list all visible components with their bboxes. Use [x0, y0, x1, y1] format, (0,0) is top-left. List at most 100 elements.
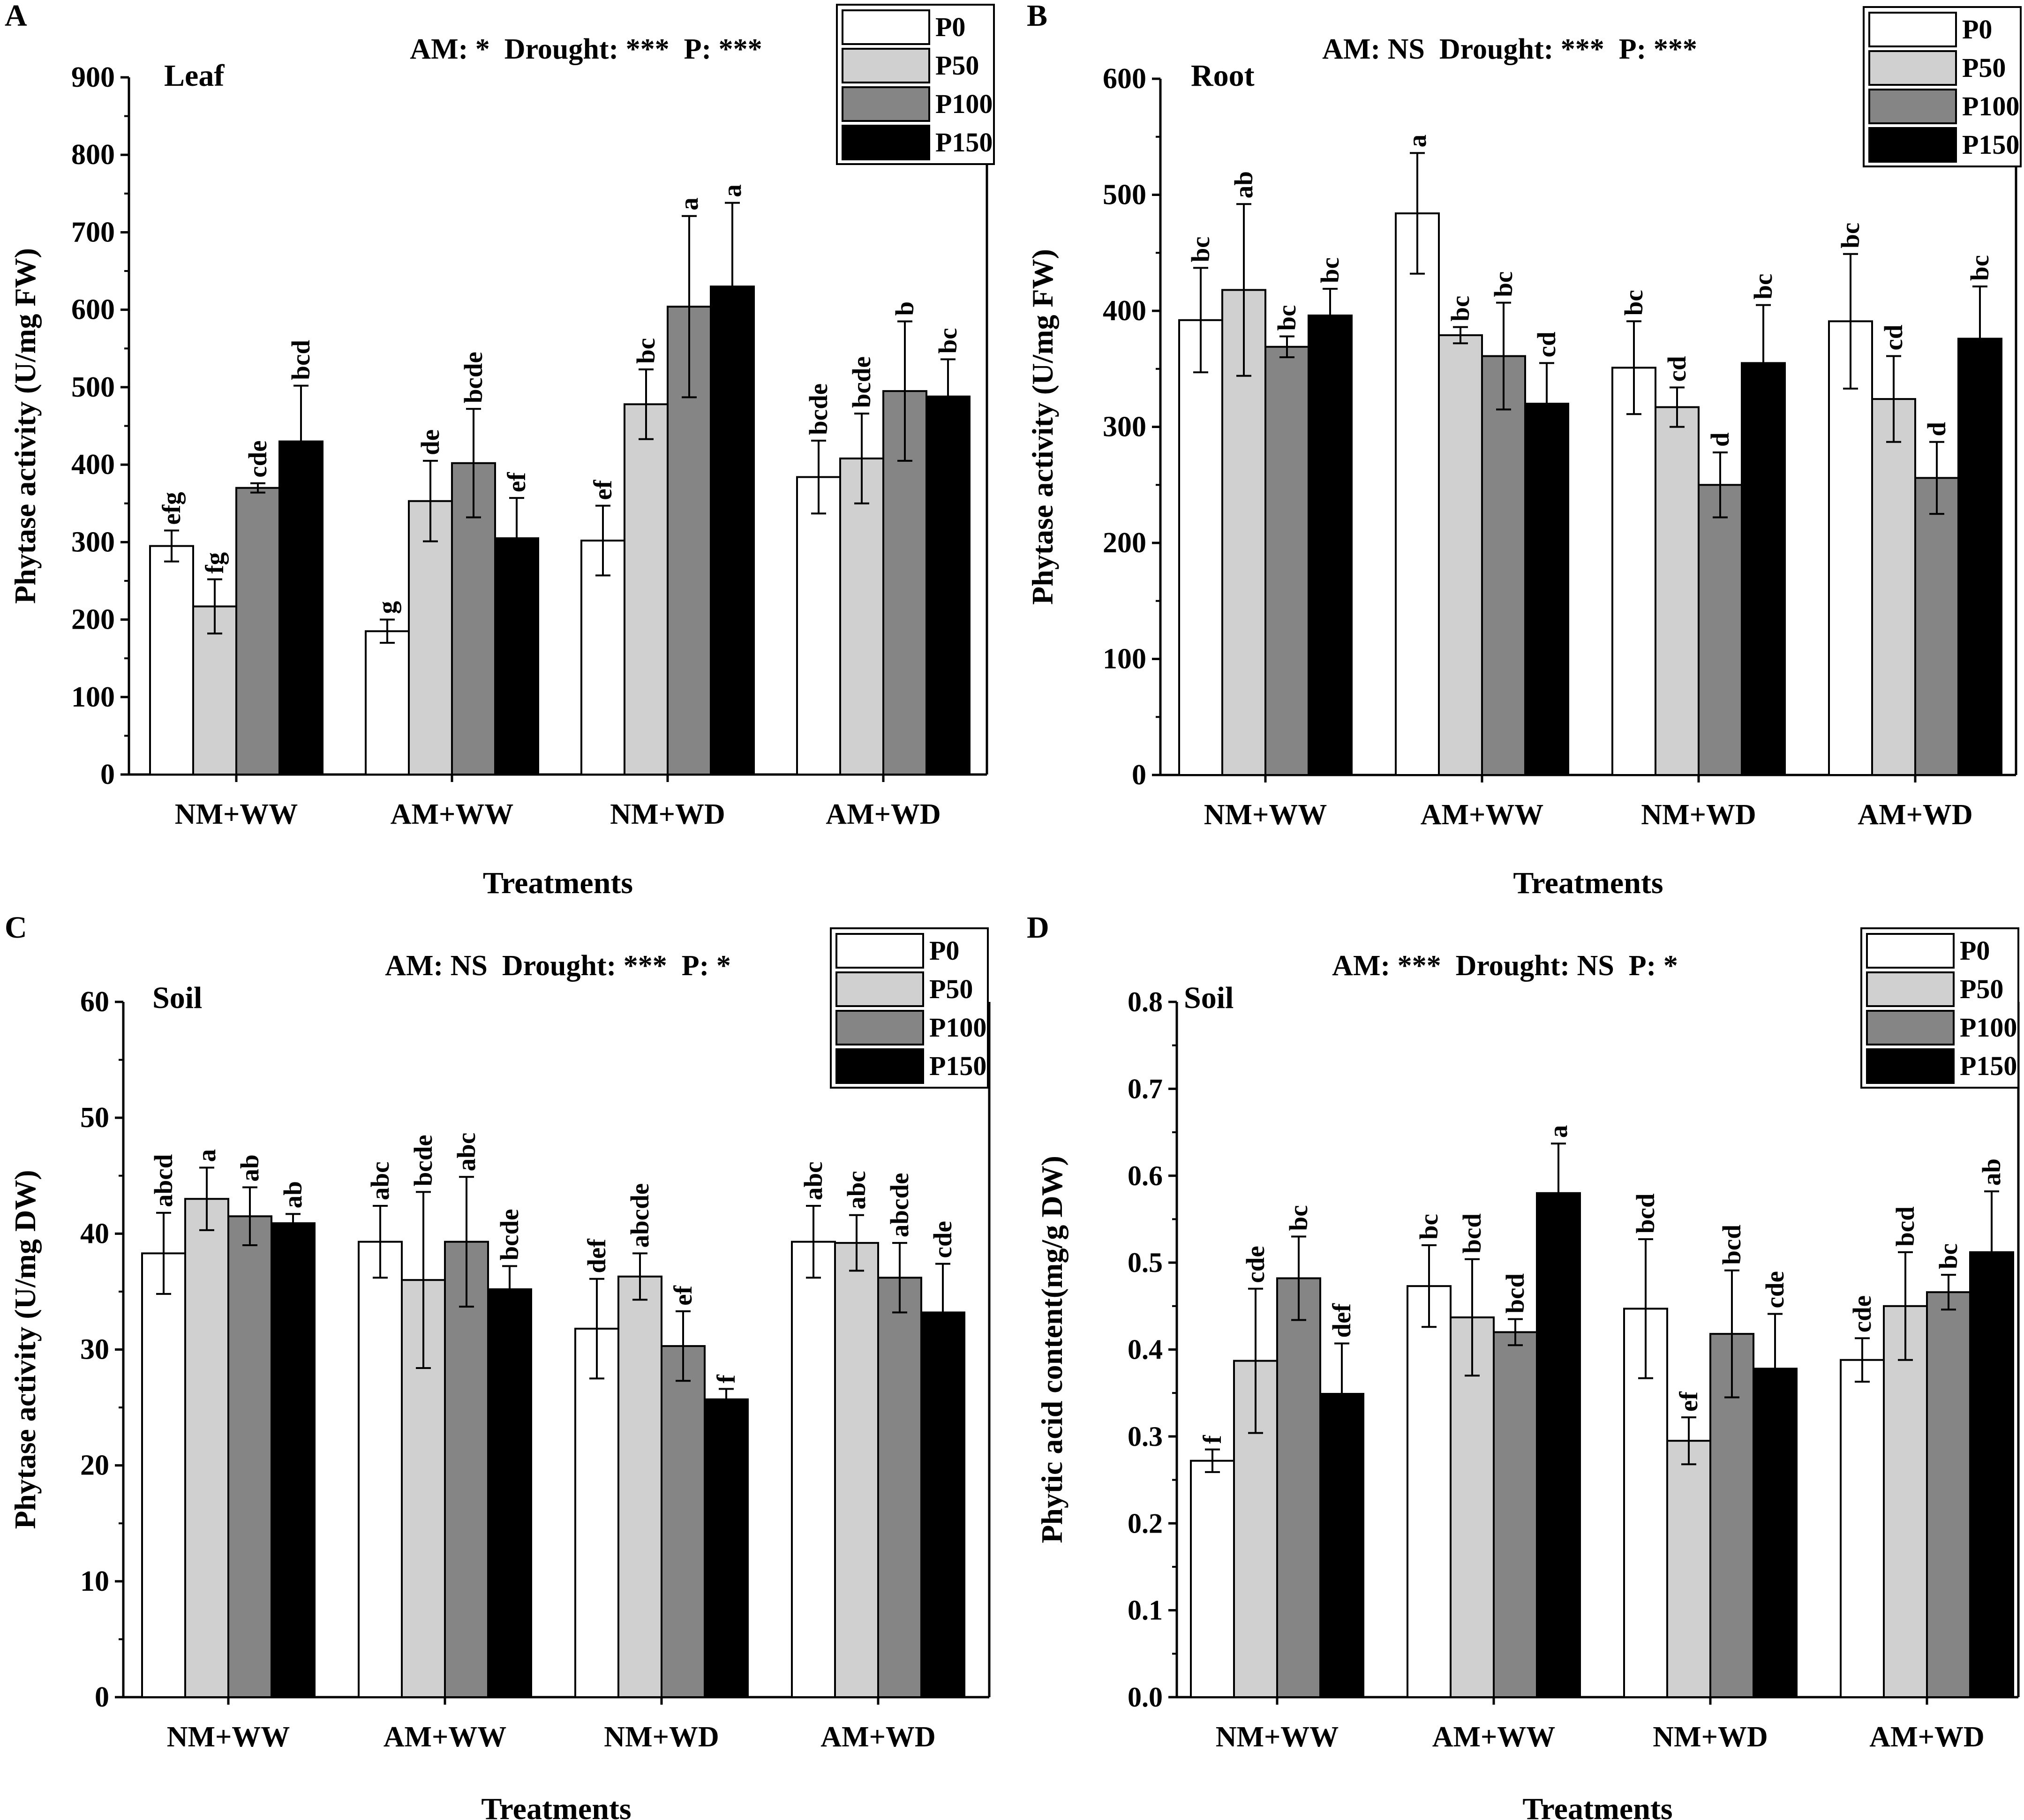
legend-label-p0: P0	[935, 12, 965, 42]
x-tick-label: NM+WW	[1204, 799, 1327, 831]
bar-p100-nm-ww	[227, 1215, 272, 1699]
significance-letter: abcde	[625, 1183, 654, 1248]
significance-letter: d	[1706, 432, 1734, 447]
bar-p0-nm-ww	[141, 1252, 186, 1698]
significance-letter: cd	[1663, 356, 1691, 382]
x-axis-label: Treatments	[1522, 1792, 1672, 1820]
bar-p0-am-ww	[1407, 1285, 1452, 1698]
x-tick-label: NM+WW	[175, 798, 298, 830]
x-axis-label: Treatments	[483, 866, 633, 900]
significance-letter: bc	[1619, 290, 1648, 316]
y-tick-label: 0.8	[1128, 986, 1163, 1017]
significance-letter: bc	[1316, 257, 1344, 283]
legend-label-p100: P100	[929, 1012, 986, 1043]
significance-letter: abc	[452, 1133, 481, 1172]
legend-swatch-p0	[842, 9, 930, 45]
significance-letter: a	[192, 1149, 221, 1162]
legend-label-p0: P0	[929, 935, 959, 966]
significance-letter: bcd	[1631, 1193, 1660, 1233]
legend-swatch-p50	[1866, 971, 1955, 1007]
significance-letter: cd	[1879, 325, 1908, 351]
bar-p100-am-wd	[1926, 1291, 1971, 1698]
significance-letter: bcde	[409, 1135, 437, 1186]
legend-swatch-p100	[1868, 89, 1957, 124]
significance-letter: bcd	[1458, 1213, 1486, 1254]
legend-swatch-p100	[835, 1010, 924, 1045]
legend-label-p100: P100	[1960, 1012, 2017, 1043]
significance-letter: bc	[1836, 223, 1865, 248]
x-tick-label: AM+WD	[1869, 1721, 1984, 1753]
significance-summary: AM: * Drought: *** P: ***	[410, 33, 762, 65]
significance-letter: ef	[588, 480, 617, 500]
y-tick-label: 100	[71, 681, 115, 713]
significance-letter: bc	[1186, 236, 1215, 262]
significance-letter: cde	[1848, 1295, 1876, 1332]
y-tick-label: 0	[100, 759, 115, 790]
bar-p0-am-ww	[358, 1241, 403, 1698]
x-tick-label: AM+WD	[826, 798, 941, 830]
bar-p150-nm-wd	[1741, 362, 1786, 776]
y-tick-label: 0.3	[1128, 1421, 1163, 1452]
legend-label-p150: P150	[1962, 129, 2019, 160]
legend-label-p50: P50	[935, 50, 979, 81]
legend-swatch-p150	[1868, 127, 1957, 163]
bar-p150-nm-wd	[1753, 1368, 1798, 1698]
bar-p50-nm-wd	[617, 1275, 662, 1698]
significance-letter: cde	[1761, 1271, 1789, 1308]
significance-letter: bcde	[804, 384, 833, 435]
legend-swatch-p100	[842, 86, 930, 122]
bar-p100-nm-wd	[1698, 484, 1743, 776]
y-tick-label: 0.0	[1128, 1682, 1163, 1713]
y-tick-label: 0.2	[1128, 1508, 1163, 1539]
significance-letter: bc	[933, 328, 962, 353]
x-tick-label: AM+WD	[1858, 799, 1972, 831]
significance-letter: d	[1922, 422, 1951, 436]
legend-swatch-p150	[835, 1048, 924, 1084]
x-tick-label: AM+WW	[1421, 799, 1544, 831]
y-tick-label: 0	[1132, 759, 1146, 791]
y-tick-label: 400	[1103, 295, 1146, 327]
significance-letter: g	[373, 601, 401, 614]
significance-letter: cd	[1532, 331, 1561, 357]
bar-p150-nm-wd	[704, 1398, 749, 1698]
significance-letter: a	[718, 184, 746, 197]
significance-letter: ef	[1674, 1391, 1703, 1412]
legend: P0 P50 P100 P150	[836, 4, 995, 165]
y-tick-label: 40	[80, 1218, 109, 1249]
significance-summary: AM: NS Drought: *** P: ***	[1322, 33, 1697, 65]
x-axis-label: Treatments	[1513, 866, 1663, 900]
bar-p50-nm-ww	[184, 1198, 229, 1698]
significance-letter: bc	[1415, 1214, 1443, 1240]
bar-p100-nm-ww	[1276, 1277, 1321, 1698]
y-tick-label: 20	[80, 1450, 109, 1482]
bar-p100-nm-ww	[235, 487, 280, 775]
significance-letter: ef	[502, 472, 531, 492]
y-axis-label: Phytase activity (U/mg FW)	[8, 248, 42, 604]
panel-D: D 0.0 0.1 0.2 0.3 0.4 0.5 0.6 0.7 0.8 Phytic acid …	[1027, 910, 2020, 1820]
y-tick-label: 600	[1103, 63, 1146, 95]
significance-letter: f	[712, 1375, 740, 1384]
significance-letter: bcde	[459, 352, 488, 403]
legend: P0 P50 P100 P150	[1860, 927, 2019, 1089]
bar-p0-nm-ww	[1190, 1459, 1235, 1699]
significance-letter: abcd	[149, 1154, 178, 1207]
x-tick-label: NM+WW	[167, 1721, 290, 1753]
bar-p0-am-wd	[796, 476, 841, 775]
significance-letter: a	[675, 197, 703, 211]
significance-letter: ab	[235, 1154, 264, 1181]
y-tick-label: 0.1	[1128, 1595, 1163, 1626]
significance-letter: abc	[842, 1171, 871, 1210]
legend-label-p50: P50	[1962, 53, 2006, 83]
significance-letter: efg	[157, 492, 186, 525]
bar-p50-am-ww	[1450, 1316, 1495, 1698]
y-tick-label: 10	[80, 1565, 109, 1597]
significance-letter: bc	[1272, 305, 1301, 331]
legend-label-p100: P100	[935, 89, 993, 119]
bar-p0-am-wd	[1840, 1359, 1885, 1698]
significance-letter: ab	[278, 1181, 307, 1208]
significance-letter: ef	[669, 1286, 697, 1306]
y-tick-label: 60	[80, 986, 109, 1018]
significance-letter: bcd	[1501, 1273, 1529, 1314]
bar-p100-am-wd	[1914, 477, 1959, 776]
bar-p150-nm-ww	[271, 1222, 316, 1698]
